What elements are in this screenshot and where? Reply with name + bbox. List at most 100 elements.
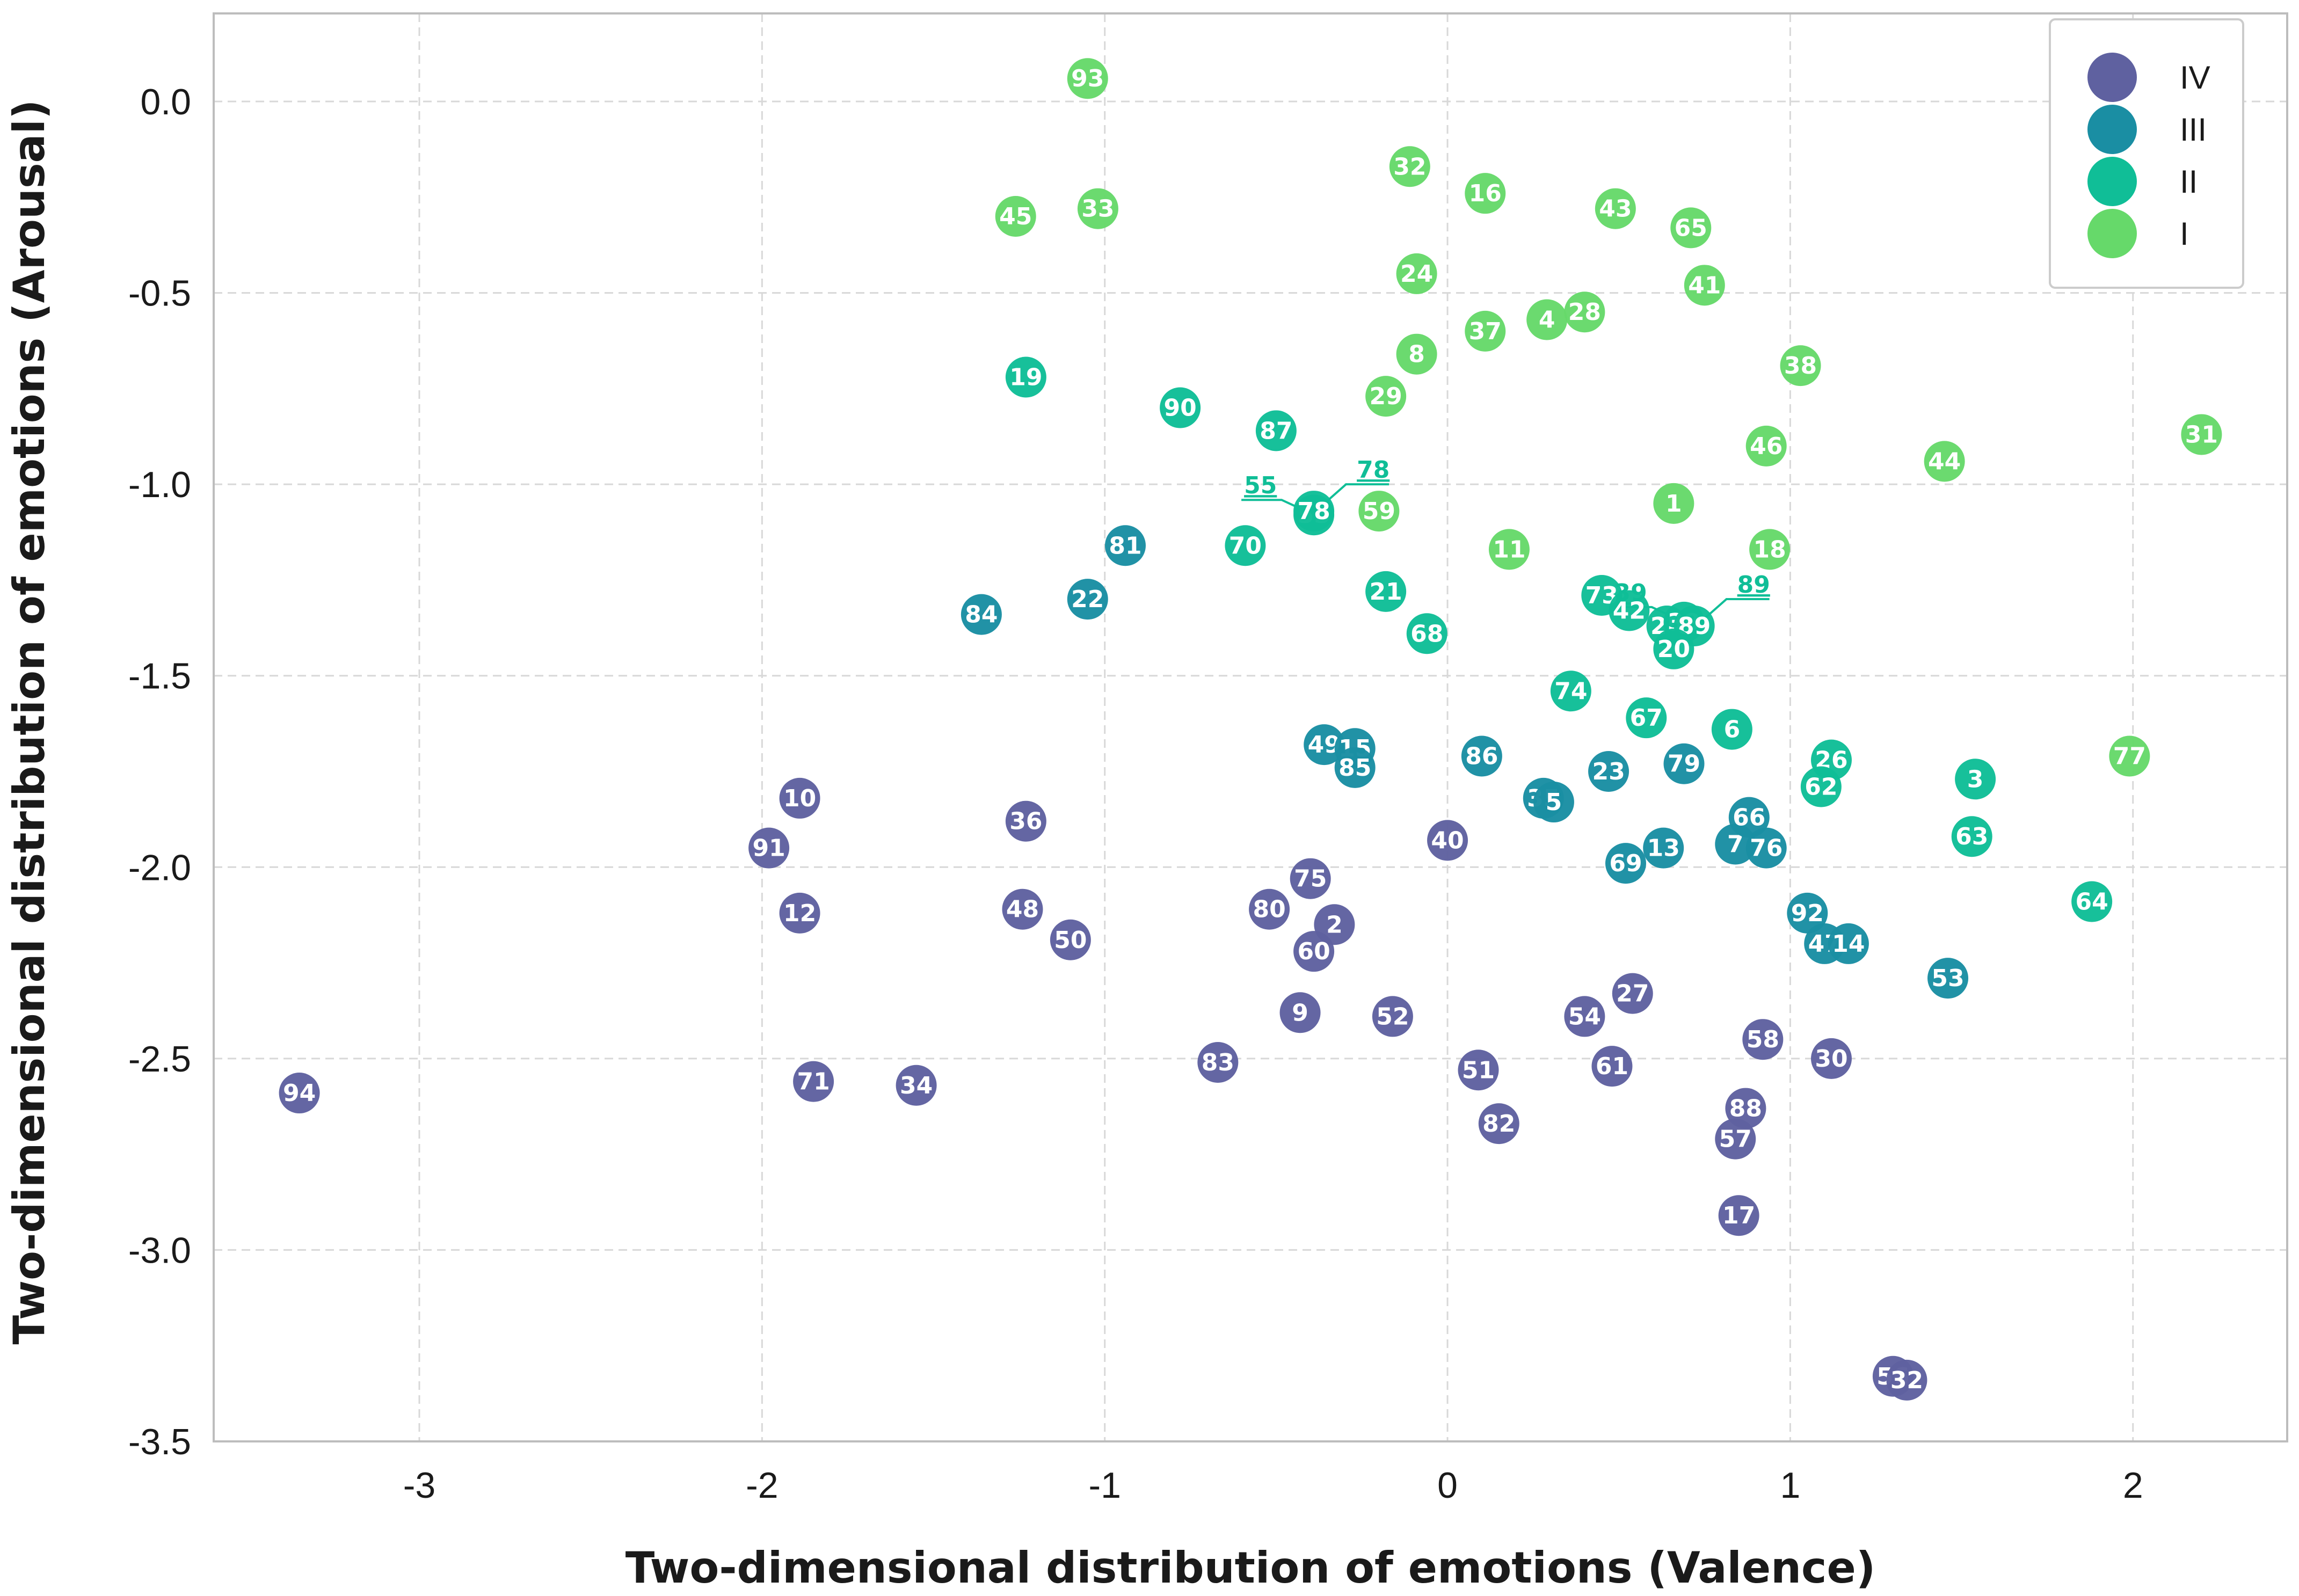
data-point-label: 3 xyxy=(1967,766,1984,793)
data-point xyxy=(1304,724,1345,766)
data-point-label: 30 xyxy=(1815,1045,1847,1073)
data-point xyxy=(1389,146,1430,187)
data-point xyxy=(1886,1359,1927,1401)
plot-area xyxy=(214,13,2287,1441)
data-point-label: 27 xyxy=(1616,980,1649,1008)
y-axis-title: Two-dimensional distribution of emotions… xyxy=(4,99,54,1344)
data-point xyxy=(1800,766,1842,807)
data-point xyxy=(1643,827,1684,869)
data-point-label: 50 xyxy=(1054,927,1087,954)
data-point xyxy=(1745,425,1787,467)
data-point xyxy=(793,1061,834,1102)
data-point xyxy=(1160,387,1201,428)
data-point xyxy=(1478,1103,1519,1145)
data-point xyxy=(1728,797,1770,838)
data-point-label: 5 xyxy=(1546,789,1562,816)
data-point xyxy=(1365,376,1407,417)
callout-label: 55 xyxy=(1244,472,1277,499)
data-point xyxy=(1290,858,1331,899)
plot-frame xyxy=(213,12,2288,1442)
series-II: 1990875578702168734225398920746762662363… xyxy=(1005,356,2113,922)
data-point xyxy=(1749,529,1791,570)
data-point-label: 69 xyxy=(1609,850,1642,877)
y-tick-label: 0.0 xyxy=(140,82,191,122)
data-point-label: 91 xyxy=(753,835,785,862)
data-point xyxy=(279,1073,320,1114)
data-point xyxy=(1365,571,1407,612)
y-tick-label: -3.0 xyxy=(128,1230,191,1271)
data-point-label: 67 xyxy=(1630,704,1663,732)
data-point-label: 6 xyxy=(1724,716,1741,744)
data-point-label: 62 xyxy=(1805,774,1837,801)
data-point xyxy=(1715,1118,1756,1160)
data-point xyxy=(2071,881,2113,922)
data-point-label: 45 xyxy=(999,203,1032,230)
data-point-label: 20 xyxy=(1657,636,1690,663)
data-point-label: 17 xyxy=(1722,1202,1755,1229)
data-point xyxy=(1605,843,1646,884)
data-point-label: 11 xyxy=(1493,536,1525,563)
data-point-label: 52 xyxy=(1376,1003,1409,1030)
data-point xyxy=(1591,1046,1633,1087)
legend-marker xyxy=(2087,157,2137,206)
data-point-label: 44 xyxy=(1928,448,1961,475)
data-point xyxy=(1465,173,1506,214)
data-point xyxy=(2109,735,2150,777)
data-point xyxy=(1612,973,1653,1014)
data-point-label: 9 xyxy=(1292,999,1308,1026)
data-point xyxy=(1609,590,1650,631)
data-point xyxy=(1396,333,1437,375)
data-point-label: 65 xyxy=(1675,214,1707,242)
series-I: 93 45 33 32 16 43 65 24 41 4 28 37 8 38 29 46 44 31 1 59 11 1… xyxy=(995,58,2222,777)
data-point xyxy=(1653,483,1694,524)
data-point xyxy=(1279,992,1321,1033)
data-point xyxy=(1533,782,1574,823)
data-point-label: 1 xyxy=(1665,490,1682,518)
data-point xyxy=(1077,188,1118,229)
data-point-label: 37 xyxy=(1469,318,1502,345)
data-point-label: 61 xyxy=(1596,1053,1628,1080)
data-point xyxy=(1249,888,1290,930)
data-point xyxy=(1955,759,1996,800)
data-point-label: 87 xyxy=(1260,417,1292,444)
data-point-label: 22 xyxy=(1071,586,1104,613)
x-axis-title: Two-dimensional distribution of emotions… xyxy=(625,1543,1876,1593)
legend-marker xyxy=(2087,105,2137,154)
data-point-label: 66 xyxy=(1733,804,1765,832)
data-point-label: 19 xyxy=(1009,363,1042,391)
data-point-label: 18 xyxy=(1753,536,1786,563)
data-point-label: 10 xyxy=(783,785,816,812)
data-point xyxy=(1005,800,1046,842)
data-point xyxy=(1810,1038,1852,1079)
data-point-label: 71 xyxy=(797,1068,830,1096)
data-point-label: 82 xyxy=(1482,1110,1515,1138)
data-point-label: 90 xyxy=(1164,395,1197,422)
data-point-label: 16 xyxy=(1469,180,1502,207)
data-point xyxy=(1550,671,1591,712)
data-point-label: 58 xyxy=(1747,1026,1779,1053)
data-point xyxy=(1787,892,1828,934)
data-point-label: 53 xyxy=(1931,965,1964,992)
data-point-label: 54 xyxy=(1568,1003,1601,1030)
y-tick-label: -2.5 xyxy=(128,1039,191,1080)
data-point xyxy=(1105,525,1146,566)
data-point xyxy=(1293,931,1335,972)
x-tick-label: -1 xyxy=(1088,1465,1121,1506)
data-point-label: 81 xyxy=(1109,532,1141,559)
y-tick-label: -3.5 xyxy=(128,1422,191,1462)
data-point-label: 63 xyxy=(1955,823,1988,850)
data-point-label: 70 xyxy=(1229,532,1262,559)
data-point xyxy=(1684,265,1725,306)
data-point xyxy=(1742,1019,1784,1060)
data-point xyxy=(1358,491,1400,532)
data-point-label: 40 xyxy=(1431,827,1464,854)
data-point-label: 43 xyxy=(1599,195,1632,223)
data-point xyxy=(1050,919,1091,960)
data-point-label: 32 xyxy=(1393,153,1426,180)
data-point-label: 8 xyxy=(1408,341,1425,368)
data-point-label: 21 xyxy=(1370,578,1402,606)
data-point-label: 92 xyxy=(1791,900,1824,927)
series-IV: 94 10 91 12 71 34 36 48 50 83 80 75 260 9 52 40 51 82 54 61… xyxy=(279,777,1927,1401)
